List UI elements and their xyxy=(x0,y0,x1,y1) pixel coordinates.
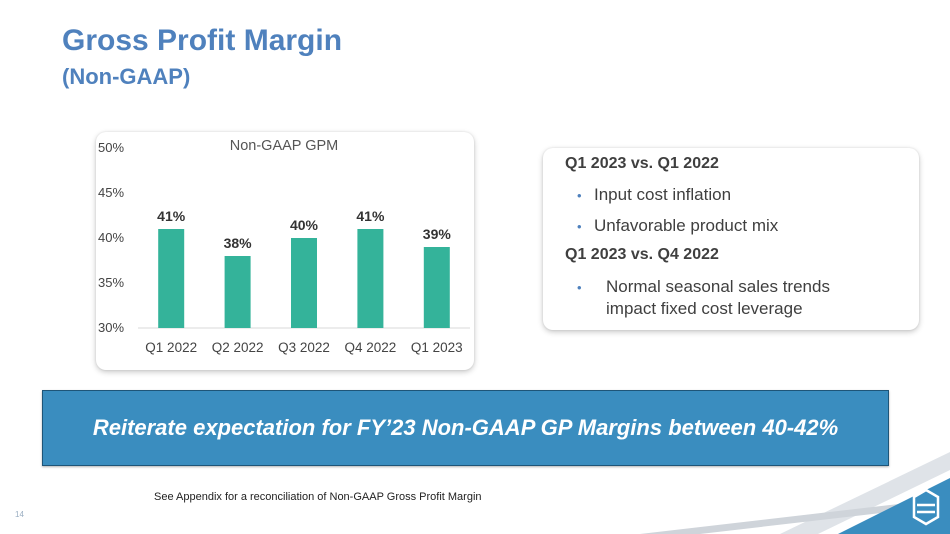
bar-data-label: 41% xyxy=(157,208,186,224)
company-logo-icon xyxy=(912,488,940,526)
x-category-label: Q3 2022 xyxy=(278,340,330,355)
y-tick-label: 40% xyxy=(98,230,124,245)
bullet-product-mix: Unfavorable product mix xyxy=(594,216,779,235)
comparison-heading-qoq: Q1 2023 vs. Q4 2022 xyxy=(565,246,719,263)
comparison-heading-yoy: Q1 2023 vs. Q1 2022 xyxy=(565,155,719,172)
y-tick-label: 35% xyxy=(98,275,124,290)
bullet-dot: • xyxy=(577,188,582,203)
bullet-seasonal-line2: impact fixed cost leverage xyxy=(606,299,803,318)
bar-series: 41% 38% 40% 41% 39% xyxy=(157,208,451,328)
bar xyxy=(357,229,384,328)
bar-data-label: 40% xyxy=(290,217,319,233)
y-tick-label: 50% xyxy=(98,140,124,155)
gpm-bar-chart: Non-GAAP GPM 30%35%40%45%50% 41%38%40%41… xyxy=(98,138,470,355)
bar-data-label: 39% xyxy=(423,226,452,242)
page-number: 14 xyxy=(15,510,24,519)
chart-title: Non-GAAP GPM xyxy=(230,138,339,154)
bar-data-label: 38% xyxy=(224,235,253,251)
x-category-label: Q1 2022 xyxy=(145,340,197,355)
bullet-dot: • xyxy=(577,280,582,295)
bullet-seasonal-line1: Normal seasonal sales trends xyxy=(606,277,830,296)
slide-title: Gross Profit Margin xyxy=(62,24,343,57)
callout-box: Q1 2023 vs. Q1 2022 • Input cost inflati… xyxy=(543,148,919,330)
footnote: See Appendix for a reconciliation of Non… xyxy=(154,491,482,503)
y-tick-label: 45% xyxy=(98,185,124,200)
chart-card: Non-GAAP GPM 30% 35% 40% 45% 50% 41% 38% 40% 41… xyxy=(96,132,474,370)
slide-subtitle: (Non-GAAP) xyxy=(62,64,191,89)
x-category-label: Q1 2023 xyxy=(411,340,463,355)
x-category-label: Q4 2022 xyxy=(345,340,397,355)
bar-data-label: 41% xyxy=(356,208,385,224)
guidance-text: Reiterate expectation for FY’23 Non-GAAP… xyxy=(92,415,839,440)
y-axis: 30% 35% 40% 45% 50% xyxy=(98,140,124,335)
bullet-input-cost: Input cost inflation xyxy=(594,185,732,204)
bar xyxy=(224,256,251,328)
x-category-label: Q2 2022 xyxy=(212,340,264,355)
x-axis: Q1 2022 Q2 2022 Q3 2022 Q4 2022 Q1 2023 xyxy=(145,340,462,355)
guidance-banner: Reiterate expectation for FY’23 Non-GAAP… xyxy=(42,390,889,466)
bar xyxy=(291,238,317,328)
bar xyxy=(158,229,185,328)
bullet-dot: • xyxy=(577,219,582,234)
bar xyxy=(423,247,450,328)
y-tick-label: 30% xyxy=(98,320,124,335)
